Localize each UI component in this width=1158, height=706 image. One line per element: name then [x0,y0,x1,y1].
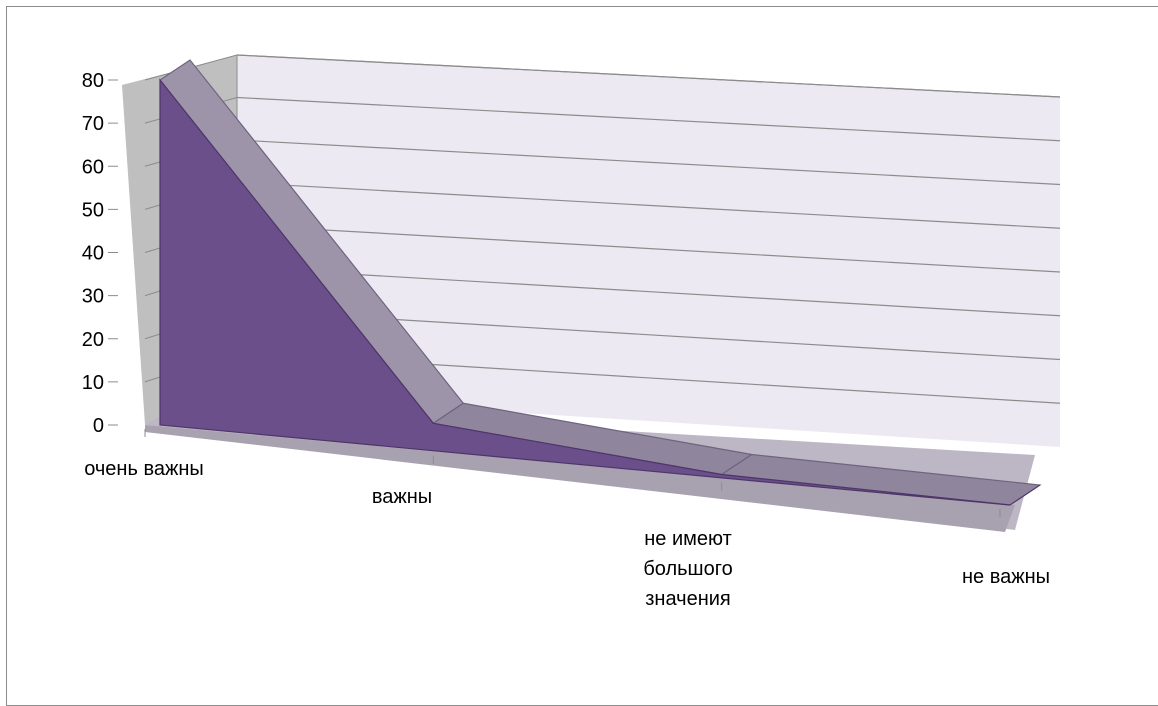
x-tick-label: не имеют [644,528,732,550]
y-tick-label: 50 [82,199,104,221]
x-tick-label: важны [372,486,432,508]
y-tick-label: 80 [82,70,104,92]
y-tick-label: 30 [82,286,104,308]
x-tick-label: значения [645,588,731,610]
y-tick-label: 10 [82,372,104,394]
y-tick-label: 60 [82,156,104,178]
x-tick-label: не важны [962,566,1050,588]
y-tick-label: 40 [82,243,104,265]
y-tick-label: 70 [82,113,104,135]
x-tick-label: очень важны [84,458,204,480]
chart-area: 0 10 20 30 40 50 60 70 80 очень важны важны не име… [0,0,1158,677]
y-tick-label: 0 [93,415,104,437]
y-tick-label: 20 [82,329,104,351]
x-tick-label: большого [643,558,732,580]
y-axis: 0 10 20 30 40 50 60 70 80 [82,70,118,437]
